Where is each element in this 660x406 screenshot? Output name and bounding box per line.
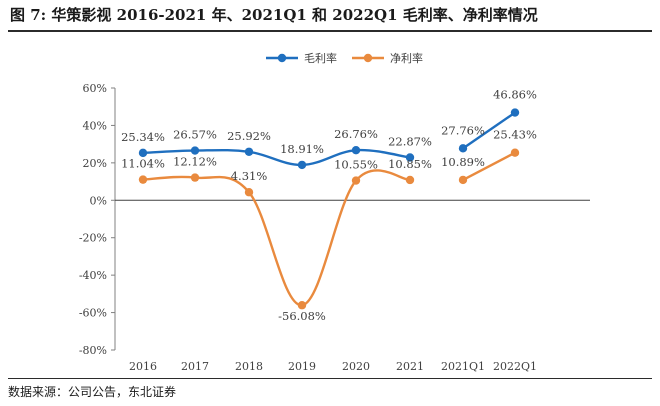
x-tick-label: 2016	[129, 360, 157, 373]
data-label: 10.85%	[388, 157, 432, 171]
x-tick-label: 2018	[235, 360, 263, 373]
series-line	[142, 148, 411, 167]
y-tick-label: -20%	[79, 232, 107, 245]
data-label: 25.92%	[227, 129, 271, 143]
data-point	[190, 173, 200, 182]
line-chart: 毛利率 净利率 60% 40% 20% 0% -20% -40% -60% -80% 2016 20…	[79, 51, 590, 373]
title-rule	[8, 30, 652, 32]
y-tick-label: -80%	[79, 344, 107, 357]
series-line	[462, 151, 516, 181]
y-tick-label: 60%	[83, 82, 107, 95]
data-label: 18.91%	[280, 142, 324, 156]
y-tick-label: -60%	[79, 307, 107, 320]
data-label: 22.87%	[388, 134, 432, 148]
data-label: -56.08%	[278, 309, 326, 323]
data-label: 11.04%	[121, 157, 165, 171]
data-label: 25.34%	[121, 130, 165, 144]
axes: 60% 40% 20% 0% -20% -40% -60% -80% 2016 2017 2018 2…	[79, 82, 590, 373]
data-point	[138, 175, 148, 184]
data-point	[405, 175, 415, 185]
data-point	[351, 176, 361, 185]
data-label: 25.43%	[493, 128, 537, 142]
source-note: 数据来源：公司公告，东北证券	[8, 378, 652, 400]
series-markers	[138, 108, 520, 310]
y-tick-label: 40%	[83, 119, 107, 132]
data-point	[297, 301, 307, 310]
data-point	[351, 146, 361, 155]
x-tick-label: 2021Q1	[441, 360, 485, 373]
data-point	[244, 147, 254, 156]
data-labels: 25.34% 26.57% 25.92% 18.91% 26.76% 22.87% 27.7…	[121, 88, 537, 324]
data-point	[138, 148, 148, 158]
series-line	[142, 169, 411, 307]
y-tick-label: -40%	[79, 269, 107, 282]
legend-marker	[363, 53, 373, 63]
legend-label: 毛利率	[304, 51, 337, 65]
data-point	[510, 108, 520, 117]
data-label: 46.86%	[493, 88, 537, 102]
x-tick-label: 2021	[396, 360, 424, 373]
data-label: 10.55%	[334, 158, 378, 172]
data-point	[458, 144, 468, 153]
data-point	[458, 175, 468, 185]
data-label: 26.57%	[173, 128, 217, 142]
data-label: 12.12%	[173, 155, 217, 169]
x-tick-label: 2022Q1	[493, 360, 537, 373]
figure-title: 图 7: 华策影视 2016-2021 年、2021Q1 和 2022Q1 毛利…	[10, 6, 538, 24]
legend: 毛利率 净利率	[266, 51, 423, 65]
y-tick-label: 0%	[90, 194, 107, 207]
data-label: 27.76%	[441, 123, 485, 137]
data-point	[405, 153, 415, 162]
data-label: 26.76%	[334, 127, 378, 141]
data-point	[510, 148, 520, 157]
y-tick-label: 20%	[83, 157, 107, 170]
x-tick-label: 2020	[342, 360, 370, 373]
data-point	[297, 160, 307, 170]
x-tick-label: 2019	[288, 360, 316, 373]
data-point	[244, 188, 254, 197]
x-tick-label: 2017	[181, 360, 209, 373]
legend-label: 净利率	[390, 51, 423, 65]
legend-marker	[277, 53, 287, 63]
data-label: 4.31%	[231, 169, 268, 183]
data-label: 10.89%	[441, 155, 485, 169]
series-line	[462, 111, 516, 150]
data-point	[190, 146, 200, 155]
